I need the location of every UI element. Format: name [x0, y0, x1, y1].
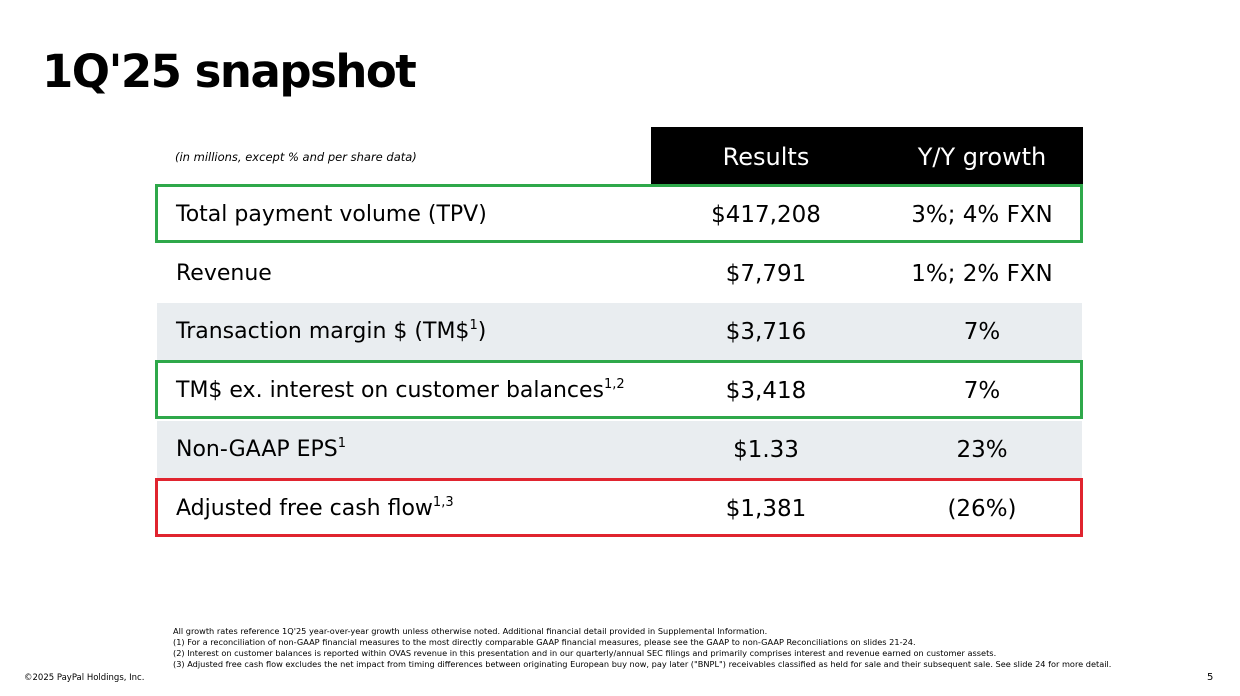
row-result: $3,716: [725, 319, 807, 345]
footnotes: All growth rates reference 1Q'25 year-ov…: [173, 626, 1173, 670]
page-number: 5: [1207, 672, 1214, 683]
footnote-ref: 1,3: [432, 495, 454, 510]
footnote-1: (1) For a reconciliation of non-GAAP fin…: [173, 637, 916, 647]
row-growth: 7%: [963, 319, 1001, 345]
table-header-bar: [651, 127, 1083, 184]
table-row-transaction-margin: Transaction margin $ (TM$1) $3,716 7%: [157, 303, 1082, 361]
footnote-ref: 1: [469, 318, 478, 333]
units-note: (in millions, except % and per share dat…: [175, 150, 417, 164]
table-row-adjusted-fcf: Adjusted free cash flow1,3 $1,381 (26%): [157, 480, 1082, 538]
row-label: Total payment volume (TPV): [176, 202, 487, 227]
footnote-3: (3) Adjusted free cash flow excludes the…: [173, 659, 1112, 669]
table-row-revenue: Revenue $7,791 1%; 2% FXN: [157, 245, 1082, 303]
row-label: TM$ ex. interest on customer balances1,2: [176, 377, 625, 403]
row-growth: 23%: [956, 437, 1008, 463]
row-result: $417,208: [711, 202, 821, 228]
footnote-general: All growth rates reference 1Q'25 year-ov…: [173, 626, 768, 636]
footnote-2: (2) Interest on customer balances is rep…: [173, 648, 997, 658]
page-title: 1Q'25 snapshot: [42, 45, 417, 98]
table-row-tpv: Total payment volume (TPV) $417,208 3%; …: [157, 186, 1082, 244]
row-result: $3,418: [725, 378, 807, 404]
row-label: Non-GAAP EPS1: [176, 436, 347, 462]
row-growth: 1%; 2% FXN: [911, 261, 1053, 287]
row-label: Revenue: [176, 261, 272, 286]
footnote-ref: 1,2: [604, 377, 625, 392]
row-result: $7,791: [725, 261, 807, 287]
column-header-results: Results: [722, 143, 810, 171]
table-row-non-gaap-eps: Non-GAAP EPS1 $1.33 23%: [157, 421, 1082, 479]
column-header-yoy-growth: Y/Y growth: [917, 143, 1047, 171]
row-growth: 3%; 4% FXN: [911, 202, 1053, 228]
row-growth: 7%: [963, 378, 1001, 404]
copyright: ©2025 PayPal Holdings, Inc.: [24, 673, 145, 683]
row-result: $1.33: [733, 437, 799, 463]
row-label: Transaction margin $ (TM$1): [176, 318, 487, 344]
row-result: $1,381: [725, 496, 807, 522]
table-row-tm-ex-interest: TM$ ex. interest on customer balances1,2…: [157, 362, 1082, 420]
footnote-ref: 1: [337, 436, 347, 451]
row-growth: (26%): [947, 496, 1017, 522]
row-label: Adjusted free cash flow1,3: [176, 495, 454, 521]
